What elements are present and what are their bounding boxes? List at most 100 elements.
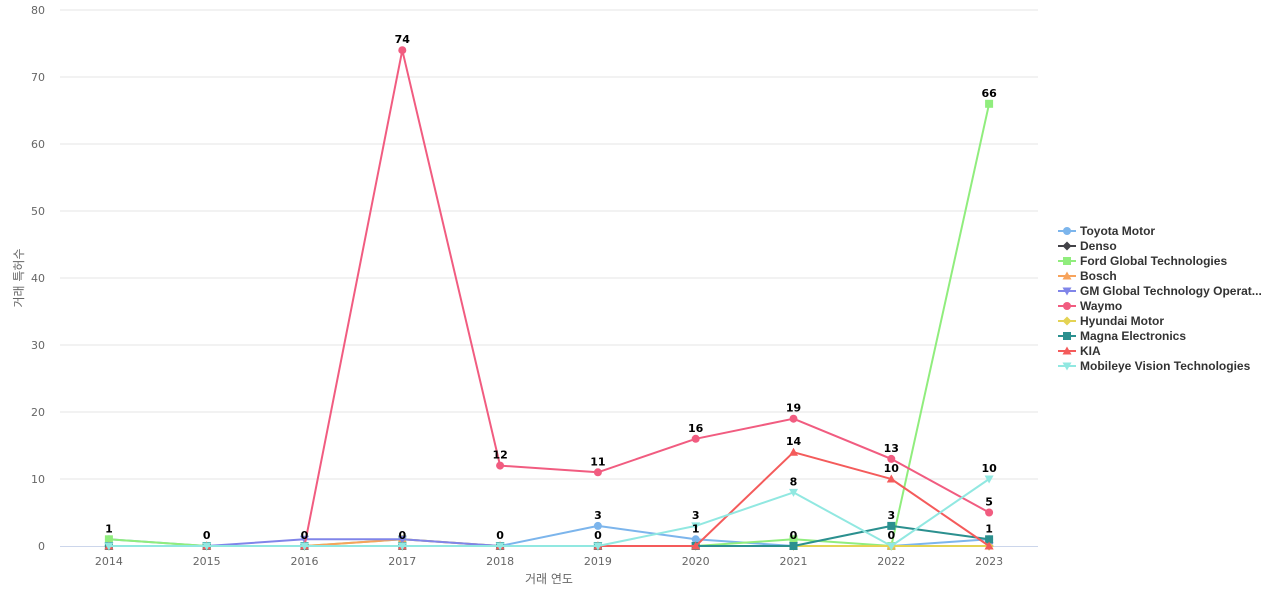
legend-swatch-icon [1058,241,1076,250]
legend-label: Mobileye Vision Technologies [1080,358,1251,373]
legend-label: Hyundai Motor [1080,313,1164,328]
data-label: 5 [985,496,993,509]
legend-label: Denso [1080,238,1117,253]
data-point [398,46,407,55]
legend-item[interactable]: Bosch [1058,268,1262,283]
series-waymo [104,46,994,550]
legend-item[interactable]: Hyundai Motor [1058,313,1262,328]
data-point [1063,301,1071,310]
data-label: 1 [985,522,993,535]
data-point [887,521,896,530]
data-point [691,535,700,544]
legend-swatch-icon [1058,301,1076,310]
x-tick-label: 2018 [486,555,514,568]
data-point [691,522,701,531]
series-kia [104,447,994,550]
series-line [108,538,990,547]
data-label: 10 [981,462,997,475]
data-point [397,542,407,551]
legend-item[interactable]: Denso [1058,238,1262,253]
data-point [789,488,798,497]
data-point [593,542,603,551]
data-point [1062,362,1072,370]
legend-swatch-icon [1058,226,1076,235]
data-point [496,461,505,470]
series-line [108,103,991,547]
y-tick-label: 70 [31,71,45,84]
data-point [984,475,994,484]
data-point [1062,271,1072,279]
data-label: 0 [790,529,798,542]
y-tick-label: 60 [31,138,45,151]
legend-label: Magna Electronics [1080,328,1187,343]
legend-swatch-icon [1058,256,1076,265]
data-point [397,535,407,544]
y-tick-label: 40 [31,272,45,285]
data-label: 16 [688,422,704,435]
legend-item[interactable]: KIA [1058,343,1262,358]
gridlines [60,9,1038,480]
y-axis-title: 거래 특허수 [12,248,26,307]
data-point [300,542,309,551]
legend-label: Ford Global Technologies [1080,253,1228,268]
data-point [202,542,212,551]
legend-item[interactable]: GM Global Technology Operat... [1058,283,1262,298]
data-point [1062,346,1072,354]
x-axis-title: 거래 연도 [525,572,573,586]
legend: Toyota Motor Denso Ford Global Technologie… [1058,223,1262,373]
legend-swatch-icon [1058,331,1076,340]
y-tick-label: 50 [31,205,45,218]
legend-label: Toyota Motor [1080,223,1156,238]
x-tick-label: 2021 [780,555,808,568]
series-line [108,49,990,547]
legend-item[interactable]: Waymo [1058,298,1262,313]
data-label: 0 [301,529,309,542]
x-tick-label: 2014 [95,555,123,568]
data-label: 66 [981,87,997,100]
x-tick-label: 2019 [584,555,612,568]
x-tick-label: 2015 [193,555,221,568]
y-tick-label: 0 [38,540,45,553]
data-point [691,541,701,550]
data-point [886,542,896,551]
x-tick-label: 2022 [877,555,905,568]
data-point [1063,331,1071,340]
legend-swatch-icon [1058,271,1076,279]
data-point [985,99,994,108]
series-line [108,478,990,547]
data-point [1062,241,1072,250]
data-point [789,447,798,456]
legend-item[interactable]: Ford Global Technologies [1058,253,1262,268]
x-tick-label: 2016 [291,555,319,568]
data-point [985,508,994,517]
series-layer [104,46,994,551]
data-point [1062,316,1072,325]
legend-item[interactable]: Magna Electronics [1058,328,1262,343]
data-label: 0 [398,529,406,542]
data-point [886,474,896,483]
data-point [691,434,700,443]
data-point [593,521,602,530]
data-point [593,468,602,477]
y-tick-label: 30 [31,339,45,352]
data-point [104,535,113,544]
data-label: 19 [786,402,801,415]
data-point [789,414,798,423]
series-line [108,538,990,547]
data-point [985,535,994,544]
y-axis-ticks: 0 10 20 30 40 50 60 70 80 [31,4,45,553]
series-mobileye-vision-technologies [104,475,994,551]
data-point [495,542,505,551]
data-point [1063,226,1071,235]
data-label: 3 [887,509,895,522]
data-point [887,454,896,463]
legend-item[interactable]: Mobileye Vision Technologies [1058,358,1262,373]
data-label: 13 [884,442,899,455]
legend-label: GM Global Technology Operat... [1080,283,1262,298]
legend-item[interactable]: Toyota Motor [1058,223,1262,238]
data-point [104,542,114,551]
data-point [789,542,798,550]
data-point [1063,256,1071,265]
